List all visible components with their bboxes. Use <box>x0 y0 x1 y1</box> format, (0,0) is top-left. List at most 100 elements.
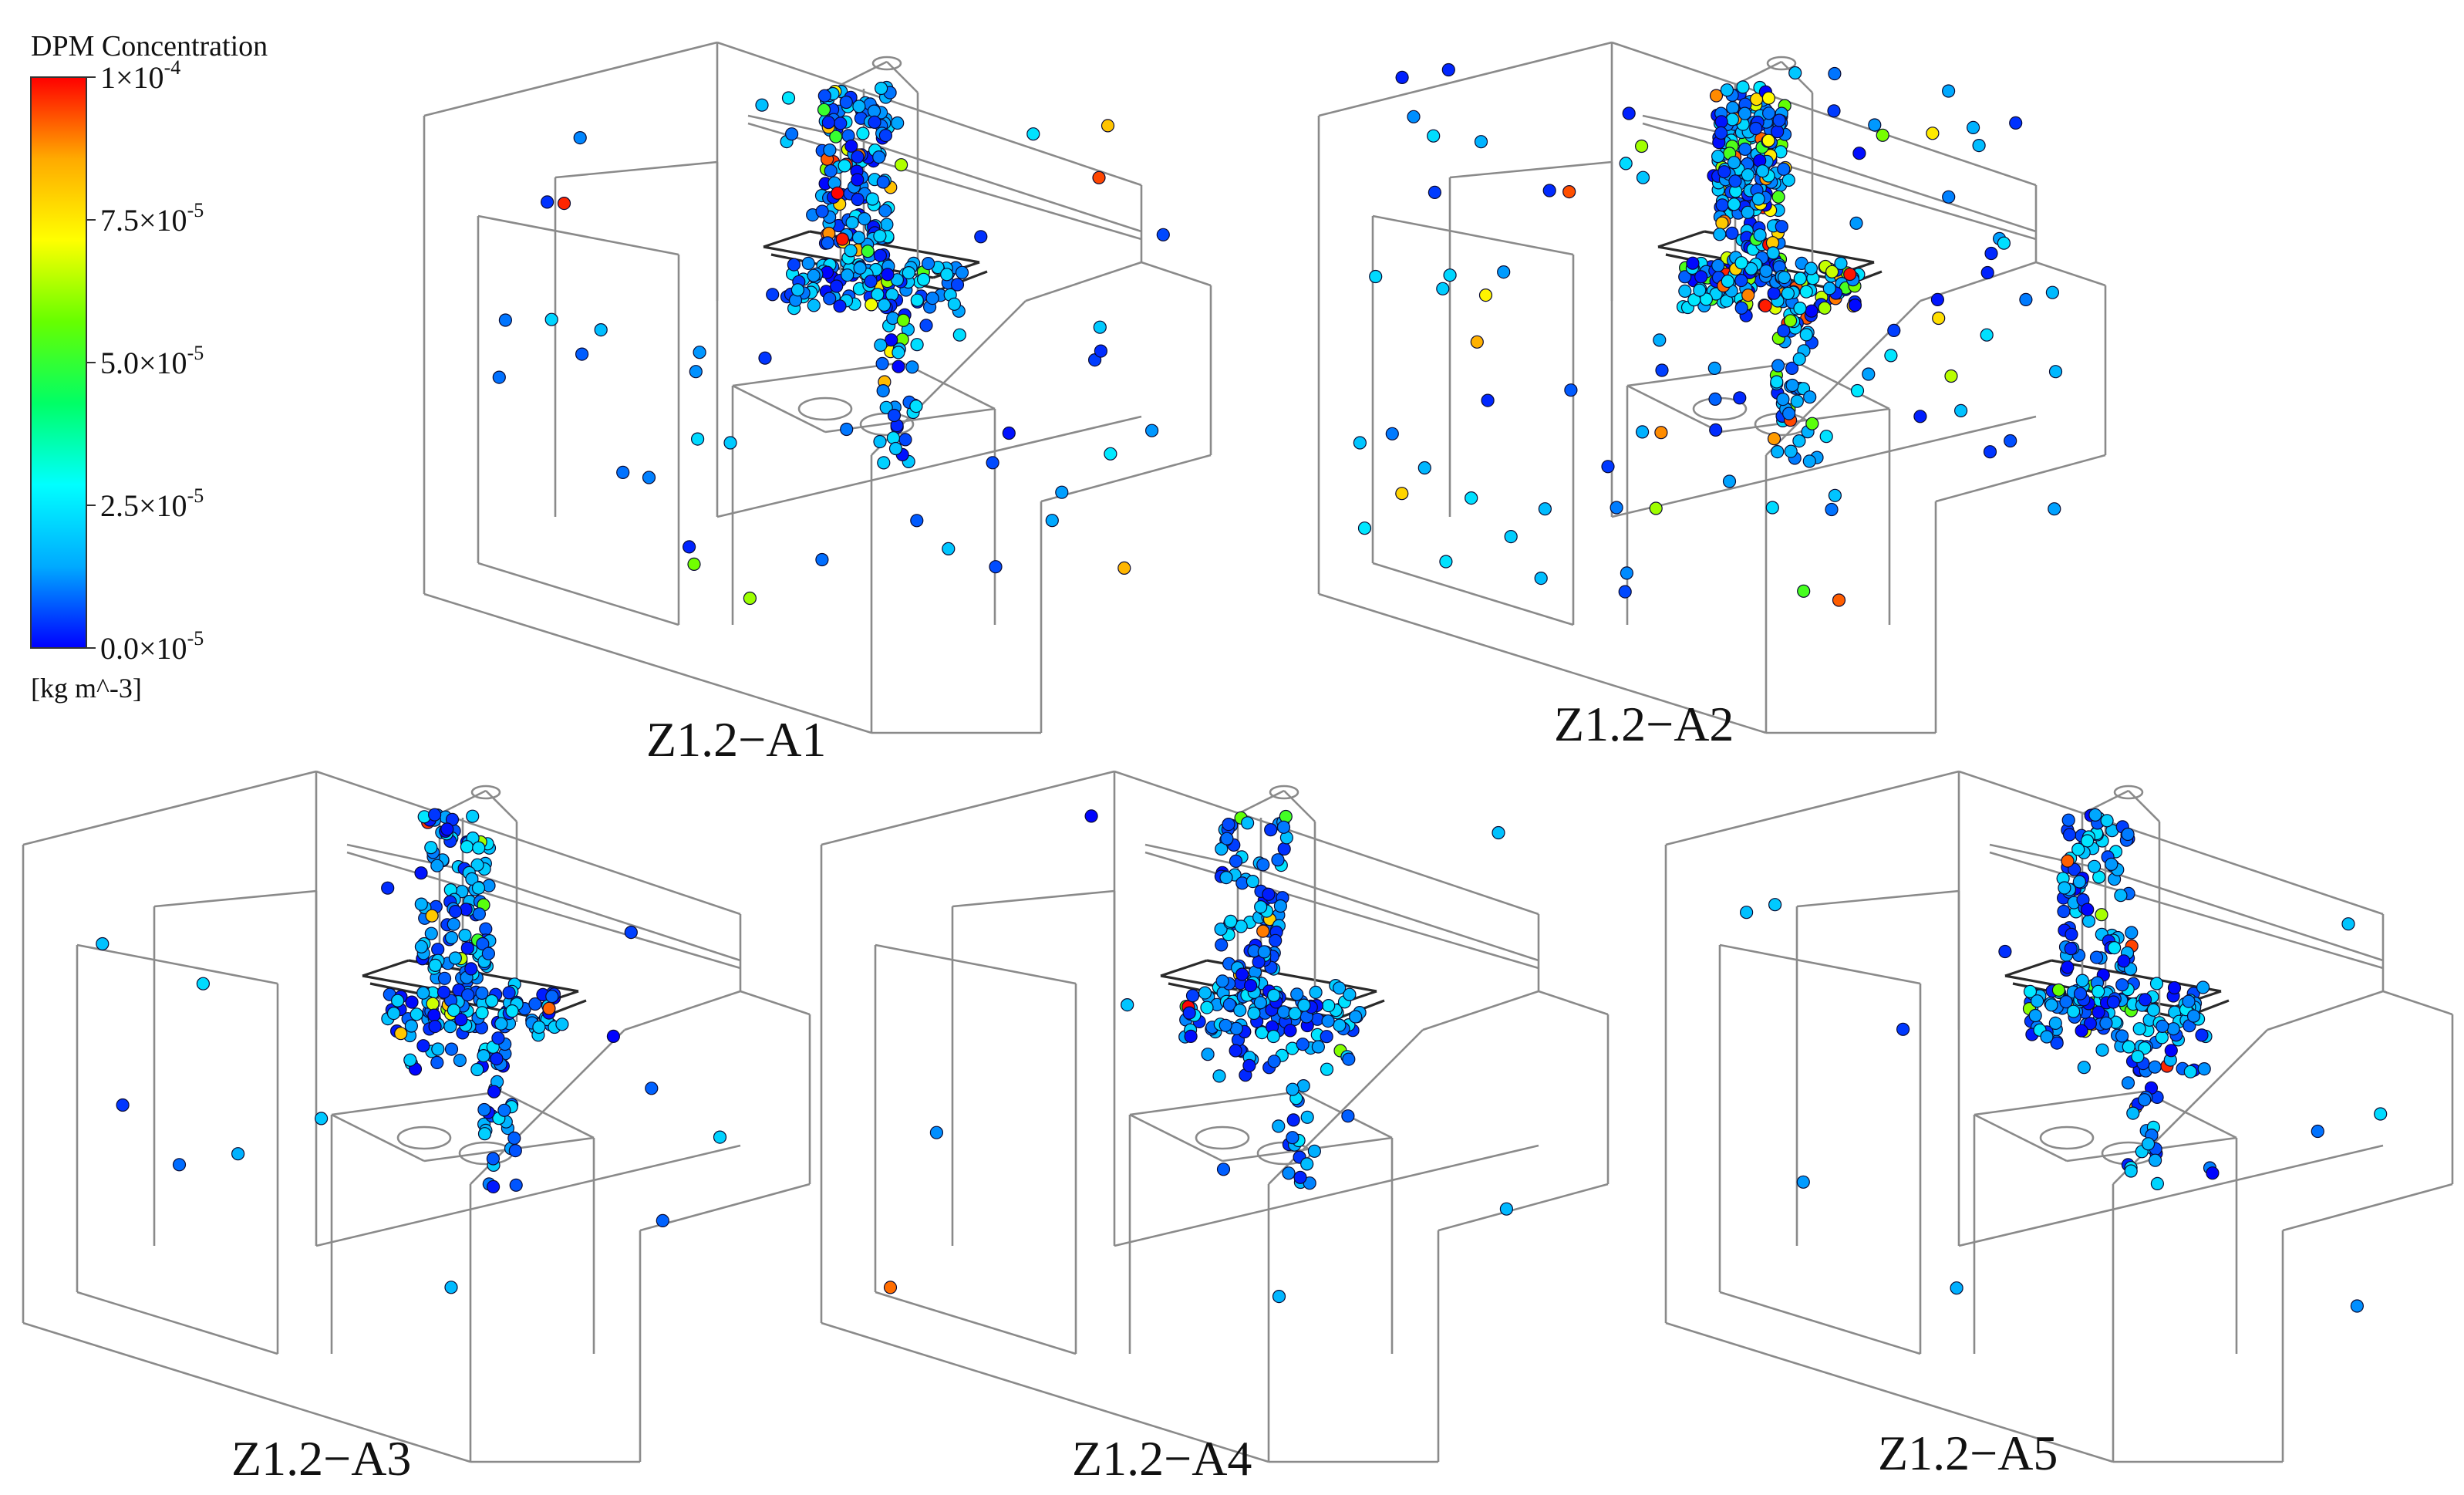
particle <box>1941 84 1956 98</box>
wireframe-edge <box>716 41 1142 187</box>
particle <box>453 1053 467 1068</box>
particle <box>841 268 854 282</box>
particle <box>1428 185 1441 199</box>
particle <box>815 204 829 218</box>
wireframe-edge <box>1989 843 2098 869</box>
particle <box>1235 967 1249 981</box>
particle <box>1601 460 1615 474</box>
particle <box>940 268 954 282</box>
particle <box>430 1055 444 1069</box>
particle <box>1896 1022 1910 1036</box>
particle <box>817 89 831 103</box>
particle <box>1768 898 1782 912</box>
particle <box>414 897 428 911</box>
particle <box>891 116 905 130</box>
particle <box>872 150 886 164</box>
particle <box>1751 192 1765 206</box>
particle <box>743 591 757 606</box>
particle <box>864 275 878 289</box>
particle <box>1741 168 1755 182</box>
particle <box>758 351 772 365</box>
particle <box>2087 859 2102 873</box>
duct-edge <box>1283 790 1316 822</box>
wireframe-edge <box>1252 866 1539 962</box>
particle <box>1828 66 1842 81</box>
particle <box>755 98 769 112</box>
wireframe-edge <box>824 407 996 434</box>
particle <box>2164 1044 2178 1058</box>
wireframe-edge <box>1025 261 1142 302</box>
particle <box>835 232 849 246</box>
particle <box>2009 116 2023 130</box>
particle <box>921 257 935 271</box>
particle <box>2062 828 2077 842</box>
particle <box>892 346 905 359</box>
particle <box>1997 236 2011 250</box>
particle <box>1264 823 1278 837</box>
particle <box>1229 1044 1242 1058</box>
particle <box>833 299 847 313</box>
particle <box>905 360 919 374</box>
wireframe-edge <box>477 562 679 626</box>
particle <box>1930 292 1945 306</box>
particle <box>1744 262 1758 275</box>
particle <box>1785 378 1799 393</box>
particle <box>1219 1018 1232 1032</box>
particle <box>1622 106 1636 120</box>
particle <box>594 323 608 337</box>
hood-edge <box>2004 959 2052 977</box>
particle <box>447 917 460 931</box>
particle <box>1775 220 1788 234</box>
particle <box>947 297 962 311</box>
panel-a4 <box>820 770 1610 1463</box>
particle <box>2071 842 2085 856</box>
particle <box>2121 827 2135 842</box>
particle <box>1728 174 1742 188</box>
particle <box>454 1013 468 1027</box>
particle <box>1619 157 1633 170</box>
particle <box>1759 264 1773 278</box>
panel-a3 <box>22 770 811 1463</box>
particle <box>470 1062 484 1077</box>
particle <box>1610 501 1623 515</box>
particle <box>1876 128 1889 142</box>
wireframe-edge <box>1222 1136 1393 1163</box>
particle <box>1887 323 1901 337</box>
duct-edge <box>1237 789 1285 815</box>
particle <box>1717 165 1731 179</box>
particle-cloud <box>1353 62 2063 607</box>
wireframe-edge <box>1372 214 1574 256</box>
particle <box>1092 170 1106 184</box>
particle <box>1733 391 1747 405</box>
particle <box>1242 1058 1256 1072</box>
particle <box>2048 365 2063 379</box>
particle <box>989 560 1003 574</box>
hood-edge <box>2051 959 2222 993</box>
particle <box>475 986 489 1000</box>
particle <box>1777 271 1792 285</box>
particle <box>1953 403 1968 417</box>
particle <box>427 808 442 822</box>
particle <box>1709 89 1724 103</box>
particle <box>1635 139 1649 154</box>
particle <box>2141 1137 2156 1151</box>
particle <box>801 256 815 270</box>
particle <box>910 338 924 352</box>
particle <box>1781 407 1796 420</box>
particle <box>428 1020 442 1034</box>
wireframe-edge <box>2035 261 2106 287</box>
particle <box>2088 808 2102 822</box>
hood-edge <box>1160 959 1208 977</box>
particle <box>1311 1040 1326 1054</box>
particle <box>1224 914 1238 928</box>
wireframe-edge <box>1665 770 1960 846</box>
particle <box>1271 853 1285 867</box>
duct-edge <box>886 61 919 93</box>
particle <box>910 514 924 528</box>
legend-colorbar <box>30 76 87 649</box>
particle <box>873 229 887 243</box>
particle <box>2138 1093 2152 1107</box>
particle <box>448 951 463 965</box>
particle <box>447 1004 461 1017</box>
particle <box>1727 197 1741 211</box>
